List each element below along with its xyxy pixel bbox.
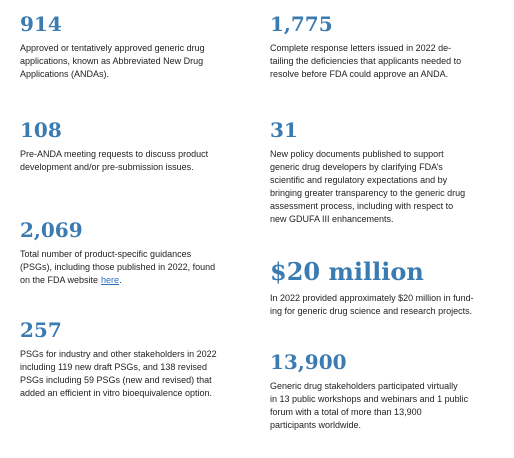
- description-line: Applications (ANDAs).: [20, 69, 110, 79]
- description-line: tailing the deficiencies that applicants…: [270, 56, 462, 66]
- stat-block: 1,775 Complete response letters issued in…: [270, 12, 510, 81]
- description-line: bringing greater transparency to the gen…: [270, 188, 466, 198]
- stat-value: 2,069: [20, 218, 83, 242]
- description-line: development and/or pre-submission issues…: [20, 162, 194, 172]
- stat-block: 13,900 Generic drug stakeholders particip…: [270, 350, 510, 432]
- description-line: ing for generic drug science and researc…: [270, 306, 473, 316]
- stat-value: 1,775: [270, 12, 333, 36]
- stat-block: $20 million In 2022 provided approximatel…: [270, 258, 510, 318]
- description-line: new GDUFA III enhancements.: [270, 214, 394, 224]
- stat-value: $20 million: [270, 257, 424, 286]
- description-line: applications, known as Abbreviated New D…: [20, 56, 204, 66]
- description-line: PSGs including 59 PSGs (new and revised)…: [20, 375, 212, 385]
- description-line: assessment process, including with respe…: [270, 201, 454, 211]
- description-line: in 13 public workshops and webinars and …: [270, 394, 469, 404]
- description-line: on the FDA website here.: [20, 274, 260, 287]
- description-line: added an efficient in vitro bioequivalen…: [20, 388, 212, 398]
- description-text: on the FDA website: [20, 275, 99, 285]
- stat-value: 31: [270, 118, 298, 142]
- stat-block: 914 Approved or tentatively approved gene…: [20, 12, 260, 81]
- stat-block: 31 New policy documents published to supp…: [270, 118, 510, 226]
- description-line: participants worldwide.: [270, 420, 362, 430]
- stat-value: 914: [20, 12, 62, 36]
- description-line: forum with a total of more than 13,900: [270, 407, 422, 417]
- description-line: PSGs for industry and other stakeholders…: [20, 349, 217, 359]
- description-line: Approved or tentatively approved generic…: [20, 43, 205, 53]
- stat-block: 108 Pre-ANDA meeting requests to discuss …: [20, 118, 260, 174]
- description-line: including 119 new draft PSGs, and 138 re…: [20, 362, 207, 372]
- description-line: generic drug developers by clarifying FD…: [270, 162, 443, 172]
- link[interactable]: here: [101, 275, 120, 285]
- stat-value: 257: [20, 318, 62, 342]
- stat-value: 13,900: [270, 350, 347, 374]
- stat-block: 2,069 Total number of product-specific gu…: [20, 218, 260, 287]
- description-line: (PSGs), including those published in 202…: [20, 262, 216, 272]
- description-line: Complete response letters issued in 2022…: [270, 43, 452, 53]
- description-line: Pre-ANDA meeting requests to discuss pro…: [20, 149, 209, 159]
- description-line: New policy documents published to suppor…: [270, 149, 444, 159]
- description-line: Total number of product-specific guidanc…: [20, 249, 192, 259]
- description-line: Generic drug stakeholders participated v…: [270, 381, 458, 391]
- description-line: In 2022 provided approximately $20 milli…: [270, 293, 474, 303]
- description-line: resolve before FDA could approve an ANDA…: [270, 69, 449, 79]
- punctuation: .: [119, 275, 122, 285]
- stat-block: 257 PSGs for industry and other stakehold…: [20, 318, 260, 400]
- stat-value: 108: [20, 118, 62, 142]
- description-line: scientific and regulatory expectations a…: [270, 175, 448, 185]
